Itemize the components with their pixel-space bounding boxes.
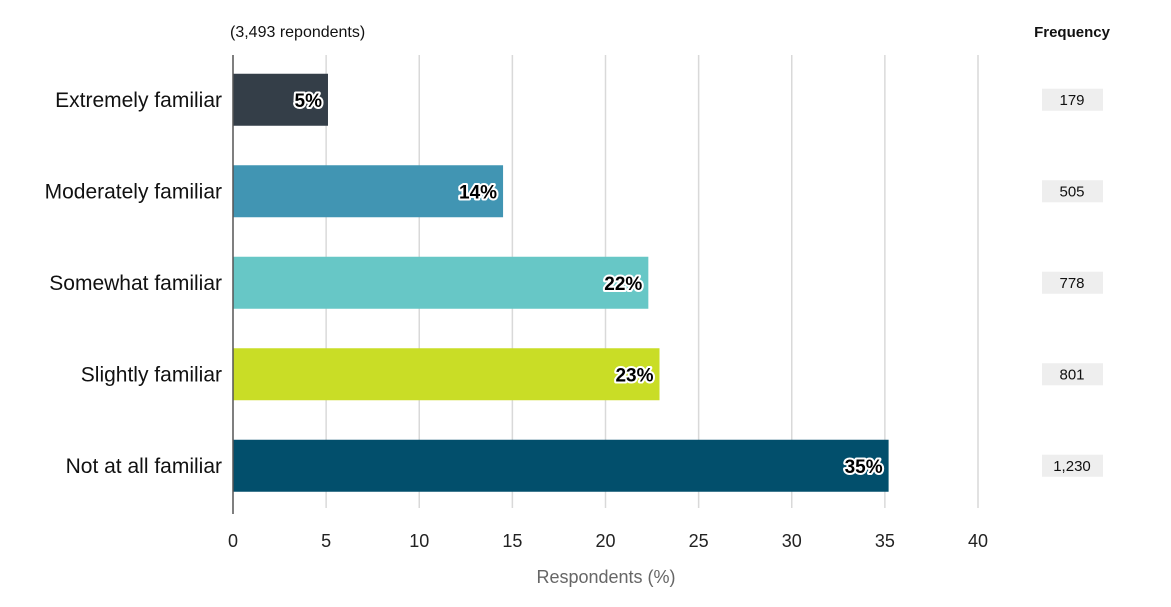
bar-data-label: 23% [615, 365, 653, 386]
category-label: Extremely familiar [55, 89, 222, 112]
bar [233, 256, 649, 309]
frequency-box [1042, 271, 1103, 294]
category-label: Moderately familiar [45, 180, 222, 203]
bar-data-label: 14% [459, 182, 497, 203]
bar-data-label: 22% [604, 274, 642, 295]
frequency-box [1042, 454, 1103, 477]
category-label: Somewhat familiar [49, 272, 222, 295]
x-tick-label: 0 [228, 531, 238, 551]
frequency-header: Frequency [1034, 24, 1111, 41]
frequency-value: 778 [1059, 275, 1084, 292]
bar-data-label: 5% [295, 91, 323, 112]
bar [233, 348, 660, 401]
x-tick-label: 15 [502, 531, 522, 551]
x-axis-title: Respondents (%) [536, 567, 675, 587]
x-tick-label: 10 [409, 531, 429, 551]
frequency-value: 801 [1059, 366, 1084, 383]
bars: 5% 14% 22% 23% 35% [233, 73, 889, 492]
bar [233, 439, 889, 492]
frequency-value: 505 [1059, 183, 1084, 200]
respondent-count-note: (3,493 repondents) [230, 24, 365, 41]
x-tick-label: 30 [782, 531, 802, 551]
frequency-box [1042, 180, 1103, 203]
bar [233, 165, 504, 218]
category-label: Not at all familiar [66, 455, 222, 478]
bar-data-label: 35% [845, 457, 883, 478]
x-tick-label: 40 [968, 531, 988, 551]
frequency-box [1042, 88, 1103, 111]
bar [233, 73, 328, 126]
x-tick-label: 25 [689, 531, 709, 551]
frequency-box [1042, 363, 1103, 386]
axes: 0 5 10 15 20 25 30 35 40 Extremely familiar 179 Mod… [45, 55, 1103, 551]
frequency-value: 1,230 [1053, 458, 1091, 475]
x-tick-label: 5 [321, 531, 331, 551]
x-tick-label: 20 [595, 531, 615, 551]
category-label: Slightly familiar [81, 363, 222, 386]
x-tick-label: 35 [875, 531, 895, 551]
frequency-value: 179 [1059, 92, 1084, 109]
